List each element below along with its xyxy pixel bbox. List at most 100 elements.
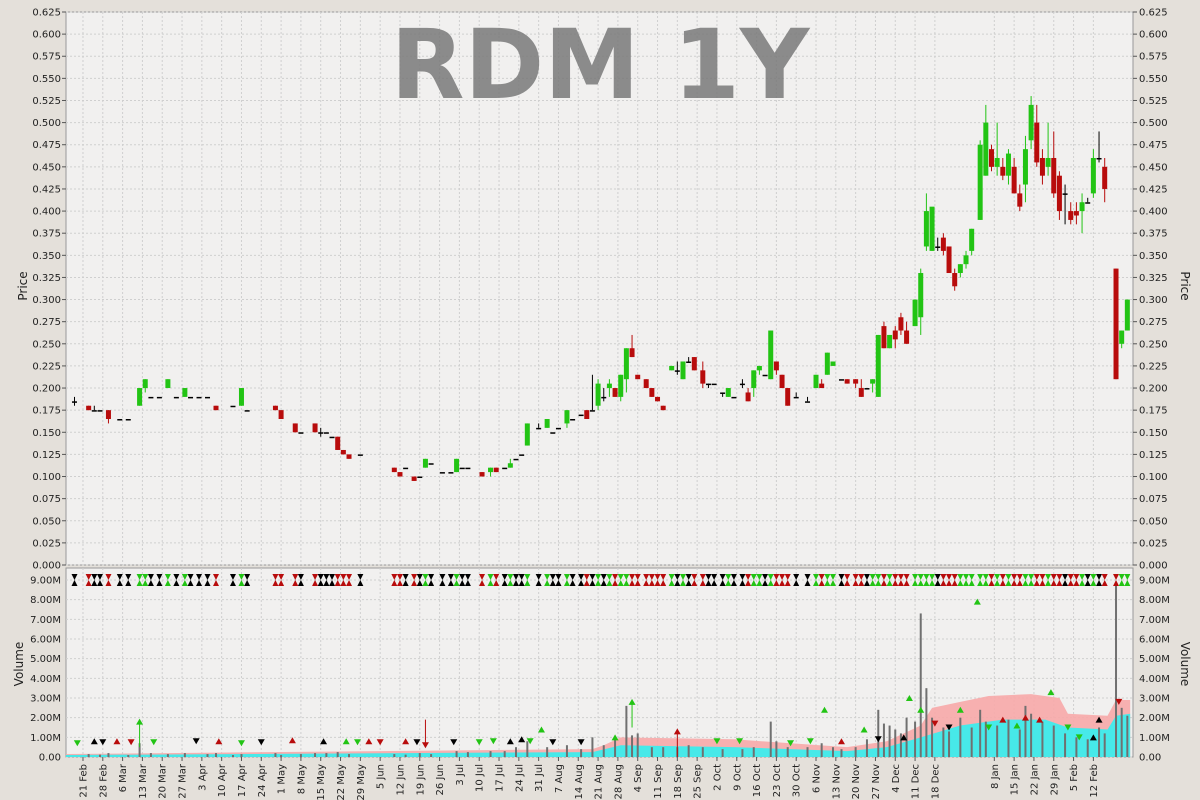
price-tick-label-left: 0.500 bbox=[32, 118, 61, 129]
signal-strip-top-mark bbox=[1056, 574, 1063, 580]
signal-strip-top-mark bbox=[745, 574, 752, 580]
signal-strip-top-mark bbox=[858, 574, 865, 580]
price-tick-label-left: 0.375 bbox=[32, 229, 61, 240]
volume-tick-label-left: 9.00M bbox=[30, 576, 61, 587]
signal-strip-bottom-mark bbox=[685, 580, 692, 586]
candle-body bbox=[439, 472, 445, 474]
volume-bar bbox=[882, 723, 885, 757]
date-tick-label: 8 Jan bbox=[990, 764, 1001, 789]
signal-strip-bottom-mark bbox=[994, 580, 1001, 586]
signal-strip-top-mark bbox=[711, 574, 718, 580]
volume-bar bbox=[650, 747, 653, 757]
candle-body bbox=[1028, 104, 1034, 141]
candle-body bbox=[957, 264, 963, 274]
signal-strip-bottom-mark bbox=[229, 580, 236, 586]
signal-strip-bottom-mark bbox=[773, 580, 780, 586]
candle-body bbox=[340, 449, 346, 455]
signal-strip-top-mark bbox=[719, 574, 726, 580]
signal-strip-bottom-mark bbox=[244, 580, 251, 586]
candle-body bbox=[165, 379, 171, 389]
candle-body bbox=[649, 388, 655, 397]
signal-strip-top-mark bbox=[875, 574, 882, 580]
signal-strip-top-mark bbox=[824, 574, 831, 580]
signal-strip-bottom-mark bbox=[934, 580, 941, 586]
signal-strip-bottom-mark bbox=[745, 580, 752, 586]
signal-strip-bottom-mark bbox=[784, 580, 791, 586]
candle-body bbox=[156, 396, 162, 399]
volume-bar bbox=[820, 743, 823, 757]
candle-body bbox=[635, 374, 641, 380]
signal-strip-top-mark bbox=[396, 574, 403, 580]
candle-body bbox=[524, 423, 530, 446]
candle-body bbox=[629, 348, 635, 358]
candle-body bbox=[623, 348, 629, 380]
signal-strip-top-mark bbox=[1011, 574, 1018, 580]
volume-bar bbox=[1052, 725, 1055, 757]
date-tick-label: 6 Mar bbox=[118, 763, 129, 792]
candle-body bbox=[142, 379, 148, 389]
volume-bar bbox=[127, 755, 130, 757]
volume-tick-label-left: 3.00M bbox=[30, 694, 61, 705]
date-tick-label: 21 Feb bbox=[78, 764, 89, 798]
date-tick-label: 26 Jun bbox=[435, 764, 446, 796]
date-tick-label: 14 Aug bbox=[574, 764, 585, 799]
volume-down-marker bbox=[421, 742, 429, 749]
signal-strip-top-mark bbox=[105, 574, 112, 580]
candle-body bbox=[323, 432, 329, 434]
date-tick-label: 18 Sep bbox=[673, 764, 684, 799]
volume-bar bbox=[466, 752, 469, 757]
signal-strip-top-mark bbox=[1118, 574, 1125, 580]
signal-strip-bottom-mark bbox=[660, 580, 667, 586]
candle-body bbox=[1005, 153, 1011, 176]
volume-down-marker bbox=[376, 739, 384, 746]
signal-strip-bottom-mark bbox=[71, 580, 78, 586]
signal-strip-top-mark bbox=[1067, 574, 1074, 580]
signal-strip-top-mark bbox=[238, 574, 245, 580]
signal-strip-bottom-mark bbox=[654, 580, 661, 586]
date-tick-label: 16 Oct bbox=[752, 764, 763, 797]
candle-body bbox=[422, 458, 428, 468]
date-tick-label: 28 Aug bbox=[613, 764, 624, 799]
volume-up-marker bbox=[1095, 716, 1103, 723]
price-tick-label-left: 0.150 bbox=[32, 428, 61, 439]
price-tick-label-right: 0.500 bbox=[1139, 118, 1168, 129]
signal-strip-bottom-mark bbox=[411, 580, 418, 586]
candle-body bbox=[417, 476, 423, 479]
date-tick-label: 24 Jul bbox=[514, 764, 525, 792]
candle-body bbox=[940, 237, 946, 251]
signal-strip-bottom-mark bbox=[196, 580, 203, 586]
volume-down-marker bbox=[931, 720, 939, 727]
candle-body bbox=[272, 405, 278, 411]
signal-strip-bottom-mark bbox=[513, 580, 520, 586]
signal-strip-bottom-mark bbox=[739, 580, 746, 586]
price-tick-label-left: 0.050 bbox=[32, 516, 61, 527]
signal-strip-bottom-mark bbox=[606, 580, 613, 586]
candle-body bbox=[595, 383, 601, 406]
signal-strip-bottom-mark bbox=[923, 580, 930, 586]
volume-bar bbox=[948, 731, 951, 757]
volume-tick-label-right: 0.00 bbox=[1139, 753, 1161, 764]
signal-strip-top-mark bbox=[685, 574, 692, 580]
signal-strip-bottom-mark bbox=[750, 580, 757, 586]
date-tick-label: 20 Mar bbox=[158, 763, 169, 799]
signal-strip-bottom-mark bbox=[518, 580, 525, 586]
candle-body bbox=[875, 334, 881, 397]
volume-bar bbox=[348, 754, 351, 757]
signal-strip-bottom-mark bbox=[156, 580, 163, 586]
candle-body bbox=[853, 379, 859, 384]
date-tick-label: 4 Dec bbox=[891, 764, 902, 793]
volume-up-marker bbox=[1089, 734, 1097, 741]
signal-strip-top-mark bbox=[346, 574, 353, 580]
volume-up-marker bbox=[136, 718, 144, 725]
candle-body bbox=[768, 330, 774, 380]
signal-strip-top-mark bbox=[994, 574, 1001, 580]
date-tick-label: 28 Feb bbox=[98, 764, 109, 798]
signal-strip-top-mark bbox=[292, 574, 299, 580]
candle-body bbox=[519, 454, 525, 456]
signal-strip-top-mark bbox=[272, 574, 279, 580]
candle-body bbox=[513, 458, 519, 461]
volume-bar bbox=[580, 749, 583, 757]
date-tick-label: 1 May bbox=[277, 764, 288, 794]
signal-strip-bottom-mark bbox=[804, 580, 811, 586]
candle-body bbox=[711, 383, 717, 386]
